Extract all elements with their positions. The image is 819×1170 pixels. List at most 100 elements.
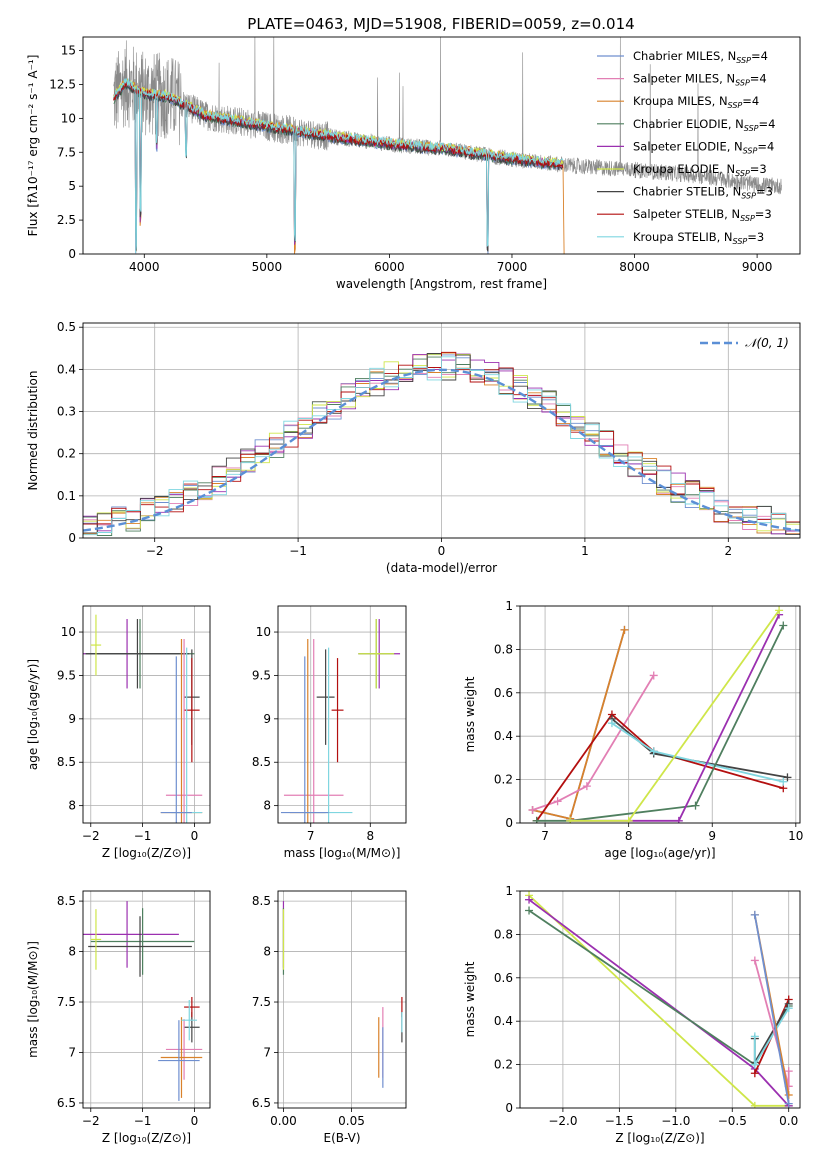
weight-marker — [750, 910, 759, 919]
legend-name: Kroupa STELIB, N — [633, 230, 733, 244]
y-tick-label: 0.4 — [494, 729, 513, 743]
weight-line — [570, 609, 780, 822]
y-tick-label: 0.8 — [494, 642, 513, 656]
axes-frame — [277, 890, 407, 1109]
y-tick-label: 7.5 — [57, 995, 76, 1009]
x-tick-label: 2 — [724, 544, 732, 558]
x-axis-label: mass [log₁₀(M/M⊙)] — [284, 846, 401, 860]
y-axis-label: age [log₁₀(age/yr)] — [26, 659, 40, 770]
y-tick-label: 0.2 — [494, 1058, 513, 1072]
y-tick-label: 0 — [68, 247, 76, 261]
y-tick-label: 7 — [68, 1045, 76, 1059]
weight-marker — [783, 773, 792, 782]
model-line-6 — [113, 83, 564, 252]
legend-name: Kroupa MILES, N — [633, 94, 728, 108]
weight-marker — [775, 606, 784, 615]
plot-area — [83, 614, 203, 823]
weight-line — [570, 614, 780, 822]
x-tick-label: 0 — [191, 1114, 199, 1128]
y-tick-label: 5 — [68, 179, 76, 193]
y-tick-label: 6.5 — [252, 1096, 271, 1110]
axes-frame — [82, 605, 211, 824]
x-axis-label: Z [log₁₀(Z/Z⊙)] — [615, 1131, 704, 1145]
y-axis-label: Flux [fλ10⁻¹⁷ erg cm⁻² s⁻¹ A⁻¹] — [26, 55, 40, 237]
x-tick-label: −2 — [82, 1114, 100, 1128]
y-tick-label: 8.5 — [57, 755, 76, 769]
y-tick-label: 0.6 — [494, 686, 513, 700]
x-axis-label: Z [log₁₀(Z/Z⊙)] — [102, 1131, 191, 1145]
model-line-8 — [113, 78, 564, 254]
legend-name: Kroupa ELODIE, N — [633, 162, 735, 176]
weight-line — [536, 625, 785, 822]
legend-tail: =3 — [750, 162, 767, 176]
weight-line — [528, 894, 789, 1107]
y-tick-label: 12.5 — [49, 77, 76, 91]
legend-subscript: SSP — [743, 146, 758, 155]
x-tick-label: −1.0 — [661, 1114, 690, 1128]
errorbar-point — [331, 658, 344, 763]
x-tick-label: −1.5 — [605, 1114, 634, 1128]
legend-tail: =3 — [756, 185, 773, 199]
x-tick-label: −2.0 — [548, 1114, 577, 1128]
legend-label: Chabrier STELIB, NSSP=3 — [633, 185, 773, 201]
legend-subscript: SSP — [740, 214, 755, 223]
weight-marker — [784, 1067, 793, 1076]
panel-age_vs_mass: 7 8 8 8.5 9 9.5 10 mass [log₁₀(M/M⊙)] — [252, 605, 407, 860]
weight-marker — [784, 1099, 793, 1108]
legend-subscript: SSP — [735, 169, 750, 178]
errorbar-point — [158, 1020, 200, 1101]
legend-tail: =4 — [759, 117, 776, 131]
weight-line — [528, 909, 790, 1066]
weight-marker — [691, 801, 700, 810]
x-tick-label: 7 — [307, 829, 315, 843]
y-tick-label: 8 — [68, 945, 76, 959]
errorbar-point — [316, 649, 335, 745]
x-tick-label: 1 — [581, 544, 589, 558]
weight-marker — [750, 1101, 759, 1108]
axes-frame — [82, 36, 801, 255]
weight-marker — [784, 1004, 793, 1013]
y-tick-label: 0.5 — [57, 320, 76, 334]
legend-subscript: SSP — [735, 79, 750, 88]
x-axis-label: (data-model)/error — [386, 561, 497, 575]
errorbar-point — [160, 656, 192, 823]
y-tick-label: 7 — [263, 1045, 271, 1059]
errorbar-point — [165, 1019, 203, 1080]
x-axis-label: E(B-V) — [323, 1131, 360, 1145]
weight-marker — [779, 777, 788, 786]
axes-frame — [519, 890, 801, 1109]
y-tick-label: 0.4 — [494, 1014, 513, 1028]
legend: 𝒩(0, 1) — [700, 336, 789, 350]
legend-label: Kroupa STELIB, NSSP=3 — [633, 230, 764, 246]
x-tick-label: 0 — [191, 829, 199, 843]
y-tick-label: 0 — [505, 816, 513, 830]
y-tick-label: 10 — [61, 625, 76, 639]
x-axis-label: wavelength [Angstrom, rest frame] — [336, 277, 547, 291]
y-tick-label: 9 — [263, 712, 271, 726]
y-tick-label: 9.5 — [252, 668, 271, 682]
legend-label: Salpeter ELODIE, NSSP=4 — [633, 139, 774, 155]
x-tick-label: 6000 — [374, 260, 405, 274]
errorbar-point — [283, 638, 344, 823]
errorbar-point — [83, 901, 179, 968]
legend-name: Chabrier STELIB, N — [633, 185, 741, 199]
y-tick-label: 0.8 — [494, 927, 513, 941]
x-tick-label: 0.00 — [270, 1114, 297, 1128]
errorbar-point — [90, 614, 102, 676]
x-tick-label: 10 — [788, 829, 803, 843]
weight-marker — [525, 895, 534, 904]
weight-line — [611, 722, 784, 783]
weight-line — [532, 674, 655, 811]
weight-line — [753, 1007, 790, 1068]
legend-subscript: SSP — [744, 124, 759, 133]
weight-marker — [674, 816, 683, 823]
weight-marker — [566, 816, 575, 823]
legend-label: Salpeter MILES, NSSP=4 — [633, 72, 767, 88]
x-tick-label: −1 — [134, 829, 152, 843]
weight-marker — [750, 1032, 759, 1041]
legend-label: Chabrier MILES, NSSP=4 — [633, 49, 768, 65]
legend-name: Salpeter MILES, N — [633, 72, 735, 86]
errorbar-point — [280, 656, 329, 823]
y-tick-label: 1 — [505, 884, 513, 898]
